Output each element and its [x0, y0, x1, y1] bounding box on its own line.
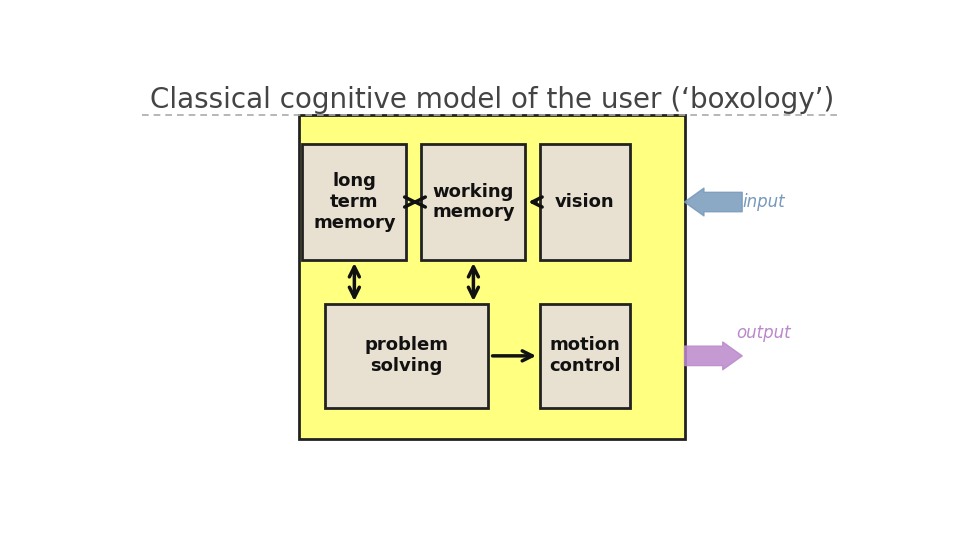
FancyArrowPatch shape [684, 342, 742, 370]
FancyArrowPatch shape [684, 188, 742, 216]
FancyBboxPatch shape [324, 304, 489, 408]
FancyBboxPatch shape [302, 144, 406, 260]
FancyBboxPatch shape [540, 304, 630, 408]
Text: problem
solving: problem solving [365, 336, 448, 375]
Text: motion
control: motion control [549, 336, 621, 375]
Text: output: output [736, 324, 791, 342]
Text: Classical cognitive model of the user (‘boxology’): Classical cognitive model of the user (‘… [150, 85, 834, 113]
FancyBboxPatch shape [540, 144, 630, 260]
Text: long
term
memory: long term memory [313, 172, 396, 232]
FancyBboxPatch shape [421, 144, 525, 260]
Text: input: input [742, 193, 785, 211]
Text: vision: vision [555, 193, 614, 211]
Text: working
memory: working memory [432, 183, 515, 221]
FancyBboxPatch shape [299, 114, 685, 439]
